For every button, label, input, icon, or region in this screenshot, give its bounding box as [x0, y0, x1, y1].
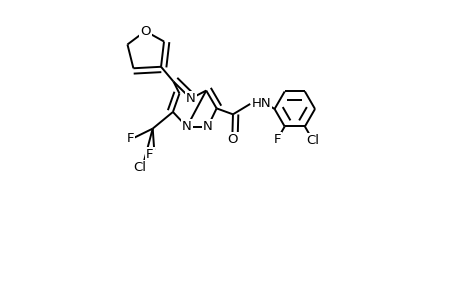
Text: N: N [182, 120, 191, 133]
Text: N: N [202, 120, 212, 133]
Text: F: F [273, 133, 280, 146]
Text: Cl: Cl [133, 161, 146, 174]
Text: HN: HN [251, 98, 271, 110]
Text: O: O [227, 133, 237, 146]
Text: O: O [140, 25, 150, 38]
Text: F: F [126, 132, 134, 145]
Text: Cl: Cl [306, 134, 319, 147]
Text: F: F [146, 148, 153, 161]
Text: N: N [185, 92, 195, 105]
